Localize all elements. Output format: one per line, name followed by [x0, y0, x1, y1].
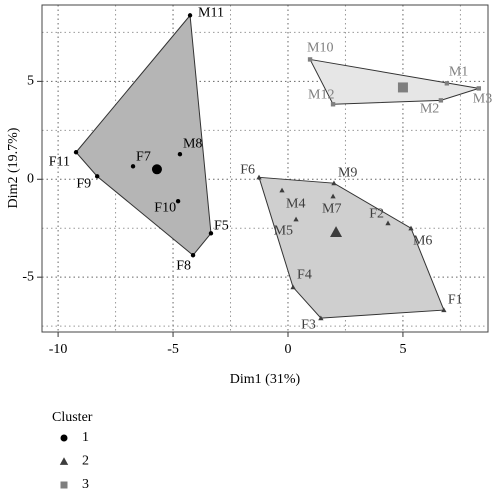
- point-label: M1: [449, 65, 468, 80]
- point: [330, 102, 336, 107]
- point: [208, 231, 214, 236]
- point-label: F7: [136, 150, 151, 165]
- point: [130, 164, 136, 169]
- point-label: F8: [176, 258, 191, 273]
- point-label: F4: [297, 267, 312, 282]
- point-label: M8: [183, 136, 202, 151]
- x-axis-label: Dim1 (31%): [230, 372, 301, 387]
- point: [330, 193, 336, 199]
- point-label: F11: [49, 154, 70, 169]
- y-tick-label: 5: [27, 74, 34, 89]
- point-label: F5: [214, 219, 229, 234]
- point-label: M2: [420, 102, 439, 117]
- x-tick-label: -10: [49, 342, 68, 357]
- y-tick-label: -5: [22, 269, 34, 284]
- point: [408, 225, 414, 231]
- point: [318, 315, 324, 321]
- point: [175, 199, 181, 204]
- point: [307, 57, 313, 62]
- point: [444, 81, 450, 86]
- point-label: M3: [473, 92, 492, 107]
- plot-frame: [41, 4, 489, 333]
- cluster-center: [151, 164, 162, 175]
- point-label: F10: [154, 200, 176, 215]
- point: [73, 150, 79, 155]
- y-tick-label: 0: [27, 171, 34, 186]
- point-label: F9: [76, 177, 91, 192]
- point: [177, 152, 183, 157]
- point-label: F3: [301, 317, 316, 332]
- point-label: M12: [308, 87, 334, 102]
- legend-label: 1: [82, 430, 89, 445]
- legend-marker: [59, 457, 69, 465]
- point-label: M9: [338, 165, 357, 180]
- point-label: M6: [413, 233, 432, 248]
- legend-label: 2: [82, 454, 89, 469]
- y-axis-label: Dim2 (19.7%): [6, 127, 21, 208]
- point-label: F2: [369, 206, 384, 221]
- point: [187, 13, 193, 18]
- cluster-hull: [75, 14, 212, 256]
- point-label: M10: [307, 41, 333, 56]
- point: [476, 86, 482, 91]
- point: [441, 307, 447, 313]
- point: [438, 98, 444, 103]
- point: [190, 253, 196, 258]
- point: [293, 216, 299, 222]
- point: [94, 174, 100, 179]
- point-label: M5: [274, 223, 293, 238]
- point: [256, 174, 262, 180]
- point-label: M7: [322, 202, 341, 217]
- point-label: M4: [286, 196, 305, 211]
- point-label: M11: [198, 6, 224, 21]
- x-tick-label: 0: [284, 342, 291, 357]
- point-label: F6: [240, 163, 255, 178]
- legend-title: Cluster: [52, 410, 93, 425]
- legend-marker: [60, 434, 68, 442]
- cluster-center: [397, 82, 408, 93]
- cluster-center: [330, 226, 343, 237]
- point: [290, 284, 296, 290]
- legend-marker: [60, 481, 68, 489]
- point-label: F1: [448, 292, 463, 307]
- point: [279, 187, 285, 193]
- point: [331, 180, 337, 186]
- legend-label: 3: [82, 477, 89, 492]
- x-tick-label: -5: [167, 342, 179, 357]
- x-tick-label: 5: [399, 342, 406, 357]
- point: [385, 220, 391, 226]
